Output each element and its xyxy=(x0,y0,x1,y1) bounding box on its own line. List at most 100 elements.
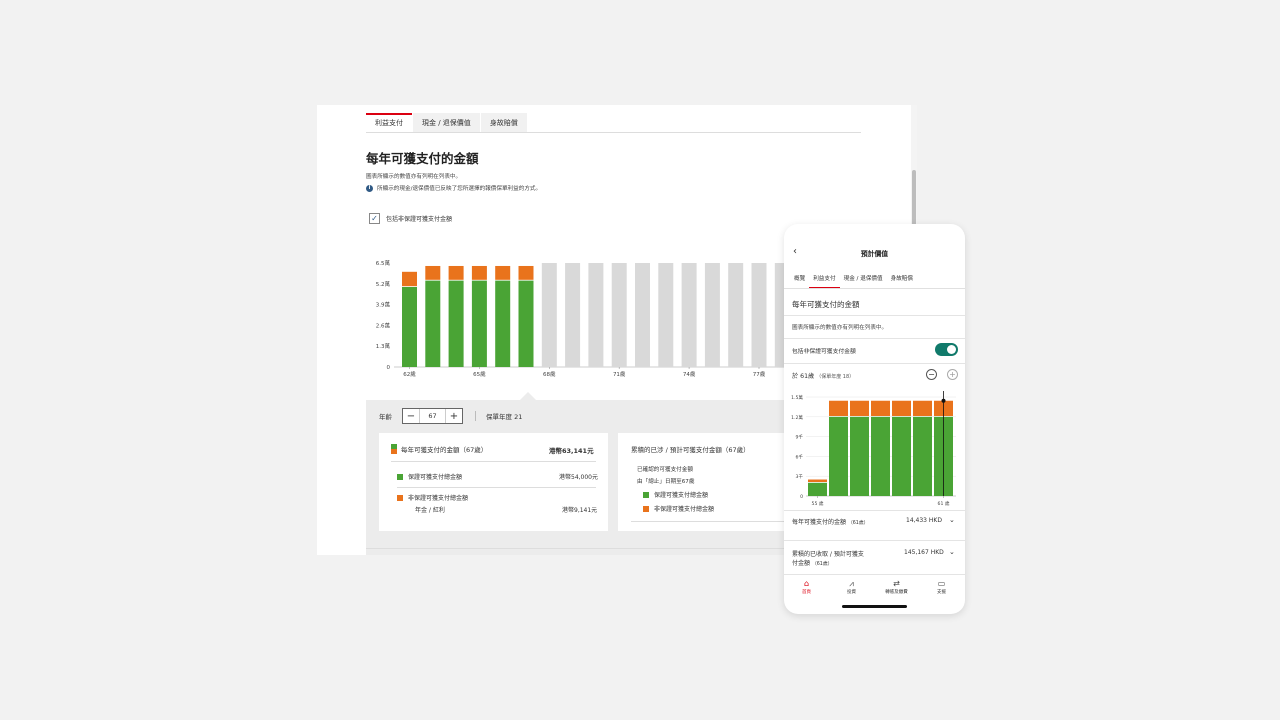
info-icon: i xyxy=(366,184,373,192)
non-guaranteed-swatch xyxy=(397,494,403,501)
accumulated-label: 累積的已收取 / 預計可獲支 xyxy=(792,551,864,558)
acc-non-guaranteed-row: 非保證可獲支付總金額 xyxy=(643,504,714,513)
chevron-down-icon[interactable]: ⌄ xyxy=(949,548,955,556)
bar-guaranteed xyxy=(448,280,464,367)
divider xyxy=(631,521,801,522)
info-note-text: 所顯示的現金/退保價值已反映了您所選擇的報價保單利益的方式。 xyxy=(377,186,542,192)
policy-year: 保單年度 21 xyxy=(475,411,522,421)
phone-title: 預計價值 xyxy=(860,250,889,258)
guaranteed-value: 港幣54,000元 xyxy=(559,474,598,481)
divider xyxy=(784,540,965,541)
y-tick-label: 1.3萬 xyxy=(376,342,391,350)
x-tick-label: 62歲 xyxy=(403,370,416,378)
panel-pointer xyxy=(520,392,536,400)
bar-non-guaranteed xyxy=(471,265,487,280)
annual-payment-value: 14,433 HKD xyxy=(906,517,942,524)
guaranteed-label: 保證可獲支付總金額 xyxy=(408,474,463,481)
nav-support-label: 支援 xyxy=(937,590,946,595)
tab-cash-value[interactable]: 現金 / 退保價值 xyxy=(413,113,480,133)
age-stepper: − 67 + xyxy=(402,408,463,424)
phone-tab-cash-value[interactable]: 現金 / 退保價值 xyxy=(843,276,883,282)
bar-future xyxy=(635,263,650,367)
message-icon: ▭ xyxy=(937,579,946,588)
phone-tab-benefit[interactable]: 利益支付 xyxy=(809,274,840,288)
bar-non-guaranteed xyxy=(892,400,911,416)
period-label: 由「總止」日期至67歲 xyxy=(637,479,695,485)
bar-future xyxy=(681,263,697,367)
phone-frame: ‹ 預計價值 概覽 利益支付 現金 / 退保價值 身故賠償 每年可獲支付的金額 … xyxy=(784,224,965,614)
nav-home[interactable]: ⌂ 首頁 xyxy=(784,578,829,595)
accumulated-label-2: 付金額 （61歲） xyxy=(792,558,832,567)
stacked-legend-icon xyxy=(391,444,397,454)
annual-payment-title-row: 每年可獲支付的金額（67歲） xyxy=(391,444,487,454)
x-tick-label: 77歲 xyxy=(753,370,766,378)
desktop-tabs: 利益支付 現金 / 退保價值 身故賠償 xyxy=(366,113,528,133)
nav-invest-label: 投資 xyxy=(847,590,856,595)
x-tick-label: 71歲 xyxy=(613,370,626,378)
y-tick-label: 6千 xyxy=(795,453,803,460)
annual-payment-row[interactable]: 每年可獲支付的金額 （61歲） xyxy=(792,517,868,526)
bar-guaranteed xyxy=(871,416,890,496)
phone-note: 圖表所顯示的數值亦有列明在列表中。 xyxy=(792,325,888,331)
bar-future xyxy=(704,263,720,367)
x-tick-label: 68歲 xyxy=(543,370,556,378)
include-non-guaranteed-toggle[interactable] xyxy=(935,343,958,356)
divider xyxy=(391,461,596,462)
nav-invest[interactable]: ⩘ 投資 xyxy=(829,578,874,595)
check-icon: ✓ xyxy=(371,214,378,223)
home-icon: ⌂ xyxy=(803,579,810,588)
bar-guaranteed xyxy=(808,482,827,496)
guaranteed-row: 保證可獲支付總金額 xyxy=(397,472,462,481)
bar-guaranteed xyxy=(913,416,932,496)
x-tick-label: 61 歲 xyxy=(938,500,950,507)
y-tick-label: 0 xyxy=(800,494,803,500)
bar-non-guaranteed xyxy=(402,271,417,287)
bar-non-guaranteed xyxy=(518,265,534,280)
accumulated-value: 145,167 HKD xyxy=(904,549,944,556)
annuity-value: 港幣9,141元 xyxy=(562,507,598,514)
phone-heading: 每年可獲支付的金額 xyxy=(792,300,860,309)
age-increment-button[interactable]: + xyxy=(449,410,459,422)
bar-guaranteed xyxy=(402,287,417,367)
desktop-bar-chart: 0 1.3萬 2.6萬 3.9萬 5.2萬 6.5萬 62歲 65歲 68歲 71歲 74歲 77歲 xyxy=(376,259,862,378)
x-tick-label: 65歲 xyxy=(473,370,486,378)
bar-guaranteed xyxy=(850,416,869,496)
minus-circle-icon[interactable]: − xyxy=(926,369,937,380)
bar-non-guaranteed xyxy=(829,400,848,416)
age-value[interactable]: 67 xyxy=(419,409,446,423)
y-tick-label: 3千 xyxy=(795,473,803,480)
acc-non-guaranteed-label: 非保證可獲支付總金額 xyxy=(654,506,715,513)
y-tick-label: 1.2萬 xyxy=(791,414,803,421)
bar-future xyxy=(588,263,604,367)
bar-non-guaranteed xyxy=(871,400,890,416)
tabs-divider xyxy=(366,132,861,133)
bar-guaranteed xyxy=(425,280,441,367)
include-non-guaranteed-checkbox[interactable]: ✓ xyxy=(369,213,380,224)
phone-age: 於 61歲 xyxy=(792,373,815,380)
nav-transfer[interactable]: ⇄ 轉賬及繳費 xyxy=(874,578,919,595)
info-note: i 所顯示的現金/退保價值已反映了您所選擇的報價保單利益的方式。 xyxy=(366,184,541,192)
bar-guaranteed xyxy=(518,280,534,367)
bar-guaranteed xyxy=(892,416,911,496)
tab-death-benefit[interactable]: 身故賠償 xyxy=(480,113,527,133)
divider xyxy=(784,338,965,339)
age-decrement-button[interactable]: − xyxy=(406,410,416,422)
phone-bar-chart: 0 3千 6千 9千 1.2萬 1.5萬 55 歲 61 歲 xyxy=(791,391,956,507)
annual-payment-title: 每年可獲支付的金額（67歲） xyxy=(401,446,488,454)
bar-guaranteed xyxy=(495,280,511,367)
phone-tab-overview[interactable]: 概覽 xyxy=(794,276,806,282)
chevron-down-icon[interactable]: ⌄ xyxy=(949,516,955,524)
phone-toggle-label: 包括非保證可獲支付金額 xyxy=(792,349,856,355)
bottom-nav: ⌂ 首頁 ⩘ 投資 ⇄ 轉賬及繳費 ▭ 支援 xyxy=(784,578,965,595)
phone-tab-death-benefit[interactable]: 身故賠償 xyxy=(890,276,913,282)
non-guaranteed-label: 非保證可獲支付總金額 xyxy=(408,495,469,502)
plus-circle-icon[interactable]: + xyxy=(947,369,958,380)
y-tick-label: 9千 xyxy=(795,434,803,441)
nav-support[interactable]: ▭ 支援 xyxy=(919,578,964,595)
divider xyxy=(784,363,965,364)
page-title: 每年可獲支付的金額 xyxy=(366,151,479,166)
include-non-guaranteed-row[interactable]: ✓ 包括非保證可獲支付金額 xyxy=(369,213,452,224)
acc-guaranteed-row: 保證可獲支付總金額 xyxy=(643,490,708,499)
tab-benefit-payment[interactable]: 利益支付 xyxy=(366,113,412,133)
back-chevron-icon[interactable]: ‹ xyxy=(793,246,797,257)
